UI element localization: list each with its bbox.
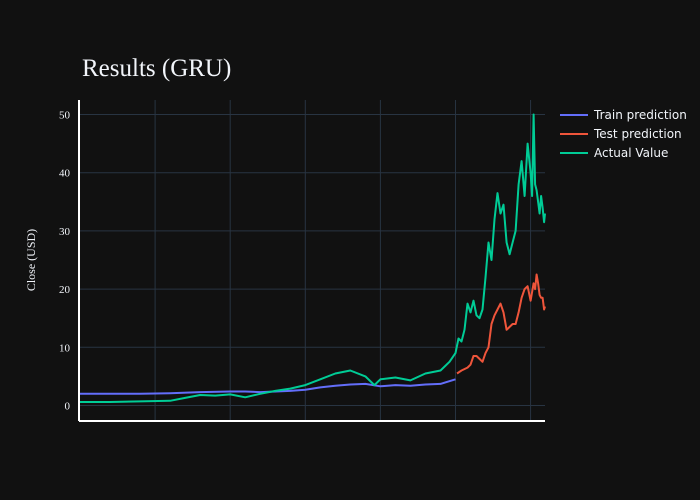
y-tick-label: 40 xyxy=(59,168,71,180)
legend-item[interactable]: Test prediction xyxy=(560,127,682,141)
series-lines xyxy=(80,113,546,403)
y-tick-label: 0 xyxy=(65,400,71,412)
y-tick-labels: 0 10 20 30 40 50 xyxy=(59,110,71,413)
series-line-test-prediction xyxy=(456,273,546,375)
legend-label: Train prediction xyxy=(593,108,687,122)
series-line-actual-value xyxy=(80,113,546,403)
y-tick-label: 10 xyxy=(59,342,71,354)
legend-label: Test prediction xyxy=(593,127,682,141)
chart-title: Results (GRU) xyxy=(82,55,231,82)
y-tick-label: 50 xyxy=(59,110,71,122)
legend[interactable]: Train prediction Test prediction Actual Va… xyxy=(560,108,687,160)
y-axis-title: Close (USD) xyxy=(24,229,38,291)
axes xyxy=(78,100,545,422)
legend-item[interactable]: Actual Value xyxy=(560,146,668,160)
grid xyxy=(80,100,545,420)
legend-item[interactable]: Train prediction xyxy=(560,108,687,122)
y-tick-label: 20 xyxy=(59,284,71,296)
legend-label: Actual Value xyxy=(594,146,668,160)
series-line-train-prediction xyxy=(80,378,456,395)
y-tick-label: 30 xyxy=(59,226,71,238)
